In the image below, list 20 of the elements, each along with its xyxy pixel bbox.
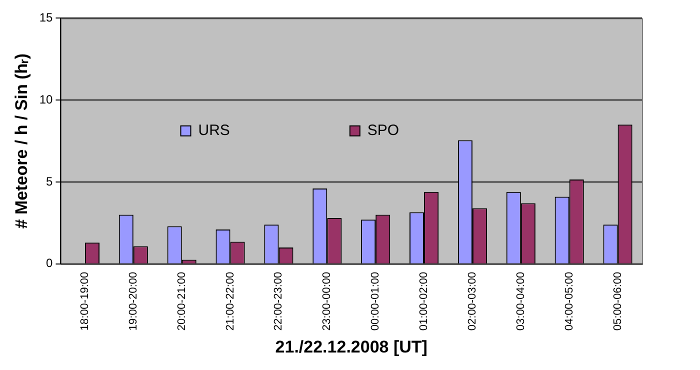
- y-axis-title: # Meteore / h / Sin (hᵣ): [12, 53, 31, 229]
- x-tick-label: 21:00-22:00: [224, 272, 236, 331]
- x-tick-label: 22:00-23:00: [272, 272, 285, 331]
- x-tick-label: 05:00-06:00: [612, 272, 624, 331]
- x-tick-label: 20:00-21:00: [176, 272, 188, 331]
- x-tick-label: 00:00-01:00: [370, 272, 382, 331]
- x-tick-label: 04:00-05:00: [563, 272, 576, 331]
- x-tick-label: 03:00-04:00: [514, 272, 527, 331]
- x-tick-label: 19:00-20:00: [127, 272, 140, 331]
- y-tick-label: 5: [46, 174, 54, 188]
- y-tick-label: 10: [39, 92, 54, 106]
- x-tick-label: 02:00-03:00: [466, 272, 478, 331]
- x-tick-label: 01:00-02:00: [418, 272, 430, 331]
- x-tick-label: 18:00-19:00: [79, 272, 91, 331]
- legend-label: URS: [198, 122, 230, 139]
- legend-label: SPO: [367, 122, 400, 139]
- x-tick-label: 23:00-00:00: [321, 272, 334, 331]
- x-axis-title: 21./22.12.2008 [UT]: [275, 337, 428, 356]
- y-tick-label: 15: [39, 10, 54, 25]
- y-tick-label: 0: [46, 256, 54, 270]
